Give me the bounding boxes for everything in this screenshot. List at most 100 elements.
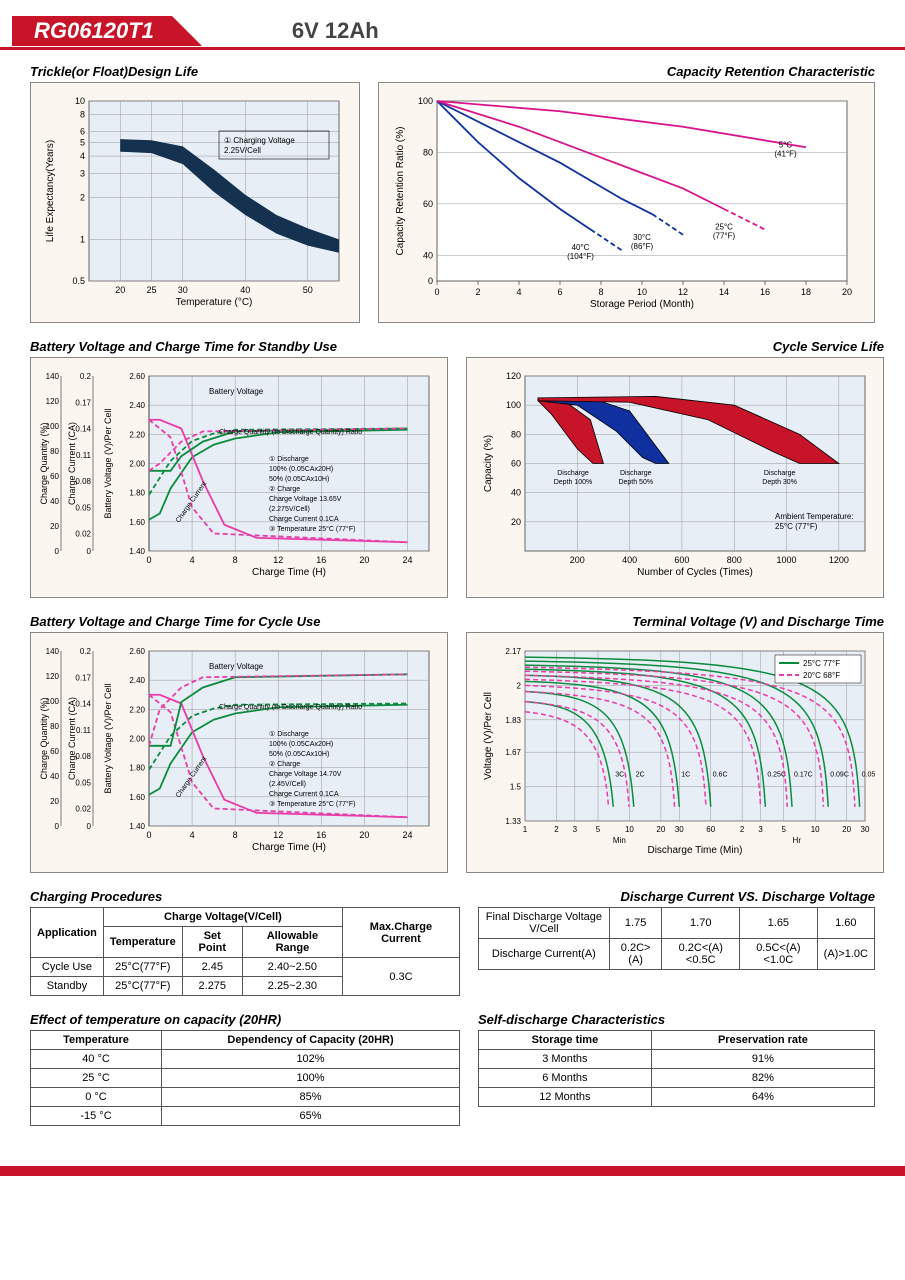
svg-text:0.17: 0.17 [75,398,91,407]
svg-text:0: 0 [146,555,151,565]
svg-text:200: 200 [570,555,585,565]
svg-text:Charge Quantity (%): Charge Quantity (%) [39,422,49,504]
svg-text:24: 24 [402,555,412,565]
svg-text:0.05: 0.05 [75,503,91,512]
svg-text:0.08: 0.08 [75,752,91,761]
svg-text:3C: 3C [615,771,624,778]
svg-text:4: 4 [80,151,85,161]
svg-text:Discharge Time (Min): Discharge Time (Min) [647,845,742,856]
svg-text:0.11: 0.11 [76,726,92,735]
svg-text:5°C: 5°C [779,140,793,149]
svg-text:0: 0 [146,830,151,840]
svg-text:Capacity Retention Ratio (%): Capacity Retention Ratio (%) [395,127,406,256]
svg-text:Charge Current (CA): Charge Current (CA) [67,422,77,505]
svg-text:3: 3 [758,825,763,834]
svg-text:Life Expectancy(Years): Life Expectancy(Years) [45,140,56,242]
svg-text:400: 400 [622,555,637,565]
svg-text:80: 80 [50,722,59,731]
svg-text:20: 20 [50,522,59,531]
svg-text:0.14: 0.14 [75,425,91,434]
temp-effect-table: TemperatureDependency of Capacity (20HR)… [30,1030,460,1126]
svg-text:8: 8 [598,287,603,297]
svg-text:② Charge: ② Charge [269,760,300,768]
svg-text:0.05: 0.05 [75,778,91,787]
charging-proc-table: Application Charge Voltage(V/Cell) Max.C… [30,907,460,996]
svg-text:Hr: Hr [793,836,802,845]
svg-text:Charge Current (CA): Charge Current (CA) [67,697,77,780]
self-discharge-title: Self-discharge Characteristics [478,1012,875,1027]
svg-text:1.33: 1.33 [505,817,521,826]
svg-text:Ambient Temperature:: Ambient Temperature: [775,512,854,521]
svg-text:2.40: 2.40 [129,401,145,410]
trickle-title: Trickle(or Float)Design Life [30,64,360,79]
svg-text:30°C: 30°C [633,233,651,242]
svg-text:800: 800 [727,555,742,565]
standby-chart: 0481216202402040608010012014000.020.050.… [30,357,448,598]
svg-text:40: 40 [50,497,59,506]
svg-text:18: 18 [801,287,811,297]
svg-text:Storage Period (Month): Storage Period (Month) [590,299,694,310]
svg-text:120: 120 [506,371,521,381]
svg-text:2: 2 [517,681,522,690]
svg-text:Depth 30%: Depth 30% [762,479,797,486]
svg-text:Temperature (°C): Temperature (°C) [176,297,253,308]
svg-text:① Charging Voltage: ① Charging Voltage [224,136,295,145]
svg-text:Charge Voltage 13.65V: Charge Voltage 13.65V [269,496,342,503]
svg-text:0.2: 0.2 [80,372,92,381]
svg-text:1.60: 1.60 [129,793,145,802]
cyclecharge-chart: 0481216202402040608010012014000.020.050.… [30,632,448,873]
svg-text:10: 10 [625,825,634,834]
svg-text:Discharge: Discharge [557,470,589,477]
self-discharge-table: Storage timePreservation rate3 Months91%… [478,1030,875,1107]
svg-text:60: 60 [423,199,433,209]
svg-text:(2.275V/Cell): (2.275V/Cell) [269,506,310,513]
svg-text:25°C 77°F: 25°C 77°F [803,659,840,668]
svg-text:0.02: 0.02 [75,805,91,814]
svg-text:10: 10 [811,825,820,834]
svg-text:25°C (77°F): 25°C (77°F) [775,522,818,531]
termv-title: Terminal Voltage (V) and Discharge Time [466,614,884,629]
svg-text:Battery Voltage (V)/Per Cell: Battery Voltage (V)/Per Cell [103,408,113,518]
svg-text:0.6C: 0.6C [713,771,728,778]
svg-text:Charge Quantity (to Discharge: Charge Quantity (to Discharge Quantity) … [219,429,362,436]
svg-text:(86°F): (86°F) [631,242,654,251]
cyclecharge-title: Battery Voltage and Charge Time for Cycl… [30,614,448,629]
svg-text:60: 60 [50,472,59,481]
svg-text:40: 40 [50,772,59,781]
svg-text:1.40: 1.40 [129,547,145,556]
svg-text:80: 80 [423,147,433,157]
svg-text:16: 16 [760,287,770,297]
svg-text:0.14: 0.14 [75,700,91,709]
svg-text:30: 30 [861,825,870,834]
svg-text:20: 20 [359,555,369,565]
svg-text:0: 0 [87,547,92,556]
svg-text:80: 80 [50,447,59,456]
charging-proc-title: Charging Procedures [30,889,460,904]
svg-text:40°C: 40°C [572,243,590,252]
svg-text:1.83: 1.83 [505,716,521,725]
svg-text:1.60: 1.60 [129,518,145,527]
svg-text:30: 30 [178,285,188,295]
model-badge: RG06120T1 [12,16,172,46]
svg-text:5: 5 [80,138,85,148]
svg-text:Charge Voltage 14.70V: Charge Voltage 14.70V [269,771,342,778]
discharge-vs-title: Discharge Current VS. Discharge Voltage [478,889,875,904]
svg-text:4: 4 [190,555,195,565]
svg-text:0.09C: 0.09C [830,771,849,778]
svg-text:12: 12 [678,287,688,297]
svg-text:80: 80 [511,429,521,439]
svg-text:Battery Voltage: Battery Voltage [209,662,264,671]
svg-text:4: 4 [190,830,195,840]
svg-text:40: 40 [511,488,521,498]
svg-text:Voltage (V)/Per Cell: Voltage (V)/Per Cell [483,692,494,780]
svg-text:4: 4 [516,287,521,297]
svg-text:(2.45V/Cell): (2.45V/Cell) [269,781,306,788]
header-bar: RG06120T1 6V 12Ah [0,14,905,50]
termv-chart: 1.331.51.671.8322.1712351020306023510203… [466,632,884,873]
svg-text:2C: 2C [636,771,645,778]
svg-text:100: 100 [506,400,521,410]
capret-chart: 02468101214161820406080100040°C(104°F)30… [378,82,875,323]
svg-text:Charge Quantity (%): Charge Quantity (%) [39,697,49,779]
svg-text:Number of Cycles (Times): Number of Cycles (Times) [637,567,753,578]
svg-text:120: 120 [46,397,60,406]
